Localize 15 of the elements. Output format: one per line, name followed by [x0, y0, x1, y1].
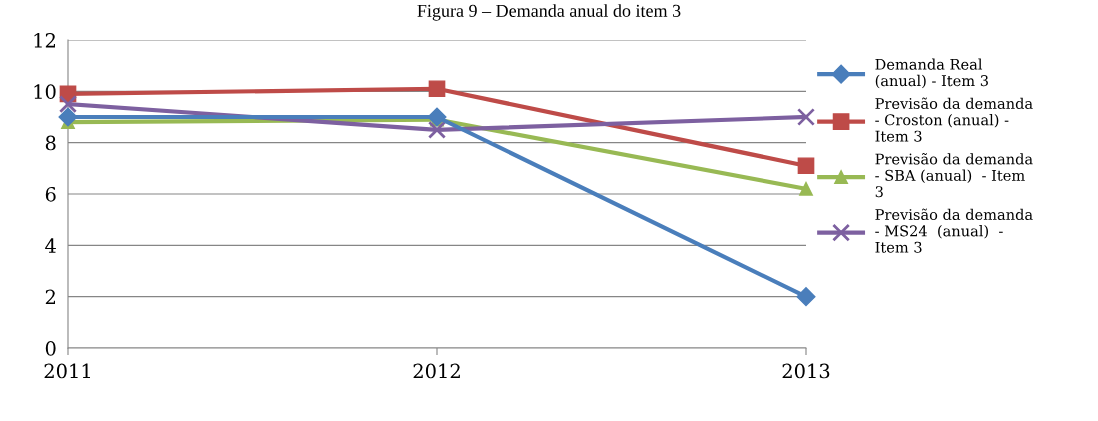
y-tick-label: 10	[34, 84, 56, 99]
y-tick-label: 4	[45, 238, 56, 253]
legend-label: Previsão da demanda - Croston (anual) - Item 3	[875, 97, 1033, 142]
x-tick-label: 2012	[413, 363, 460, 379]
x-tick-label: 2013	[782, 363, 830, 379]
legend-label: Previsão da demanda - SBA (anual) - Item 3	[875, 153, 1033, 198]
legend-label: Previsão da demanda - MS24 (anual) - Item 3	[875, 208, 1033, 253]
y-tick-label: 0	[45, 340, 56, 356]
chart-title: Figura 9 – Demanda anual do item 3	[417, 4, 681, 21]
y-tick-label: 2	[45, 289, 55, 305]
legend-label: Demanda Real (anual) - Item 3	[875, 58, 988, 89]
x-tick-label: 2011	[44, 363, 90, 379]
y-tick-label: 12	[34, 32, 55, 48]
y-tick-label: 6	[45, 186, 56, 202]
y-tick-label: 8	[45, 135, 56, 151]
